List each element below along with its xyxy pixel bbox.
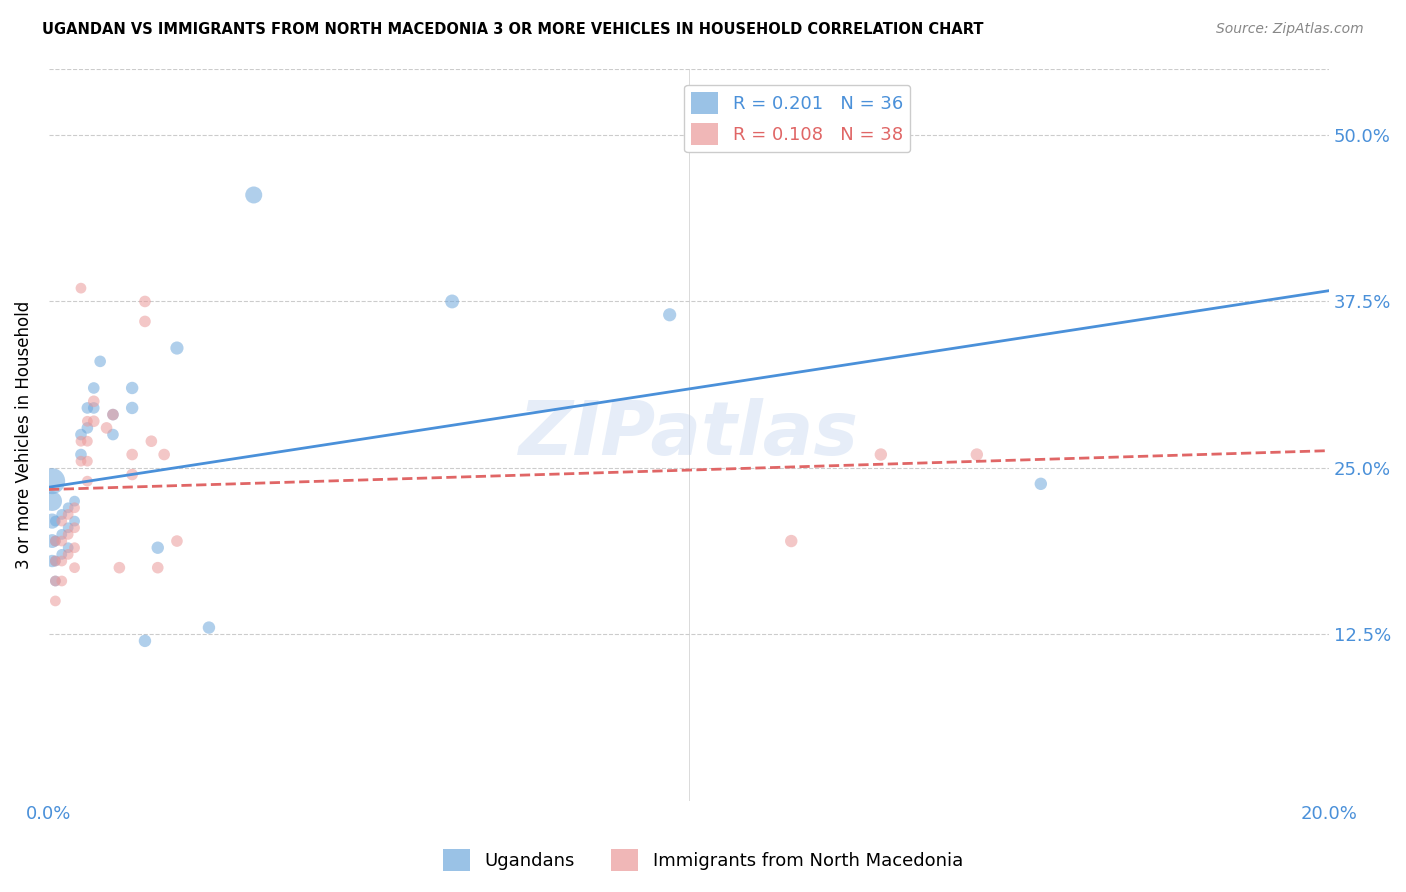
Point [41, 474, 63, 488]
Point [44, 574, 66, 588]
Point [51, 514, 73, 528]
Point [44, 554, 66, 568]
Point [134, 294, 156, 309]
Point [56, 541, 79, 555]
Point [83, 401, 105, 415]
Point [166, 341, 188, 355]
Point [101, 427, 124, 442]
Point [658, 308, 681, 322]
Point [63, 494, 86, 508]
Point [63, 541, 86, 555]
Point [242, 188, 264, 202]
Point [51, 534, 73, 549]
Point [41, 514, 63, 528]
Point [44, 594, 66, 608]
Point [63, 521, 86, 535]
Point [51, 554, 73, 568]
Point [780, 534, 803, 549]
Point [134, 633, 156, 648]
Point [51, 574, 73, 588]
Text: UGANDAN VS IMMIGRANTS FROM NORTH MACEDONIA 3 OR MORE VEHICLES IN HOUSEHOLD CORRE: UGANDAN VS IMMIGRANTS FROM NORTH MACEDON… [42, 22, 984, 37]
Point [44, 534, 66, 549]
Point [76, 414, 98, 428]
Point [121, 381, 143, 395]
Point [56, 527, 79, 541]
Point [89, 354, 111, 368]
Point [121, 467, 143, 482]
Point [153, 448, 176, 462]
Point [76, 401, 98, 415]
Point [56, 508, 79, 522]
Point [44, 574, 66, 588]
Point [41, 534, 63, 549]
Point [51, 508, 73, 522]
Point [141, 434, 163, 449]
Point [869, 448, 891, 462]
Point [96, 421, 118, 435]
Point [41, 494, 63, 508]
Point [41, 554, 63, 568]
Point [966, 448, 988, 462]
Legend: Ugandans, Immigrants from North Macedonia: Ugandans, Immigrants from North Macedoni… [436, 842, 970, 879]
Point [101, 408, 124, 422]
Point [76, 454, 98, 468]
Point [70, 434, 93, 449]
Point [134, 314, 156, 328]
Point [121, 401, 143, 415]
Point [63, 514, 86, 528]
Point [44, 514, 66, 528]
Point [44, 534, 66, 549]
Point [51, 527, 73, 541]
Text: Source: ZipAtlas.com: Source: ZipAtlas.com [1216, 22, 1364, 37]
Y-axis label: 3 or more Vehicles in Household: 3 or more Vehicles in Household [15, 301, 32, 569]
Text: ZIPatlas: ZIPatlas [519, 398, 859, 471]
Point [83, 414, 105, 428]
Point [121, 448, 143, 462]
Point [146, 560, 169, 574]
Point [108, 560, 131, 574]
Legend: R = 0.201   N = 36, R = 0.108   N = 38: R = 0.201 N = 36, R = 0.108 N = 38 [683, 85, 910, 153]
Point [70, 427, 93, 442]
Point [83, 381, 105, 395]
Point [198, 621, 221, 635]
Point [76, 474, 98, 488]
Point [56, 500, 79, 515]
Point [63, 500, 86, 515]
Point [441, 294, 464, 309]
Point [83, 394, 105, 409]
Point [101, 408, 124, 422]
Point [76, 434, 98, 449]
Point [56, 547, 79, 561]
Point [56, 521, 79, 535]
Point [51, 547, 73, 561]
Point [70, 454, 93, 468]
Point [146, 541, 169, 555]
Point [1029, 476, 1052, 491]
Point [70, 281, 93, 295]
Point [76, 421, 98, 435]
Point [44, 554, 66, 568]
Point [166, 534, 188, 549]
Point [63, 560, 86, 574]
Point [70, 448, 93, 462]
